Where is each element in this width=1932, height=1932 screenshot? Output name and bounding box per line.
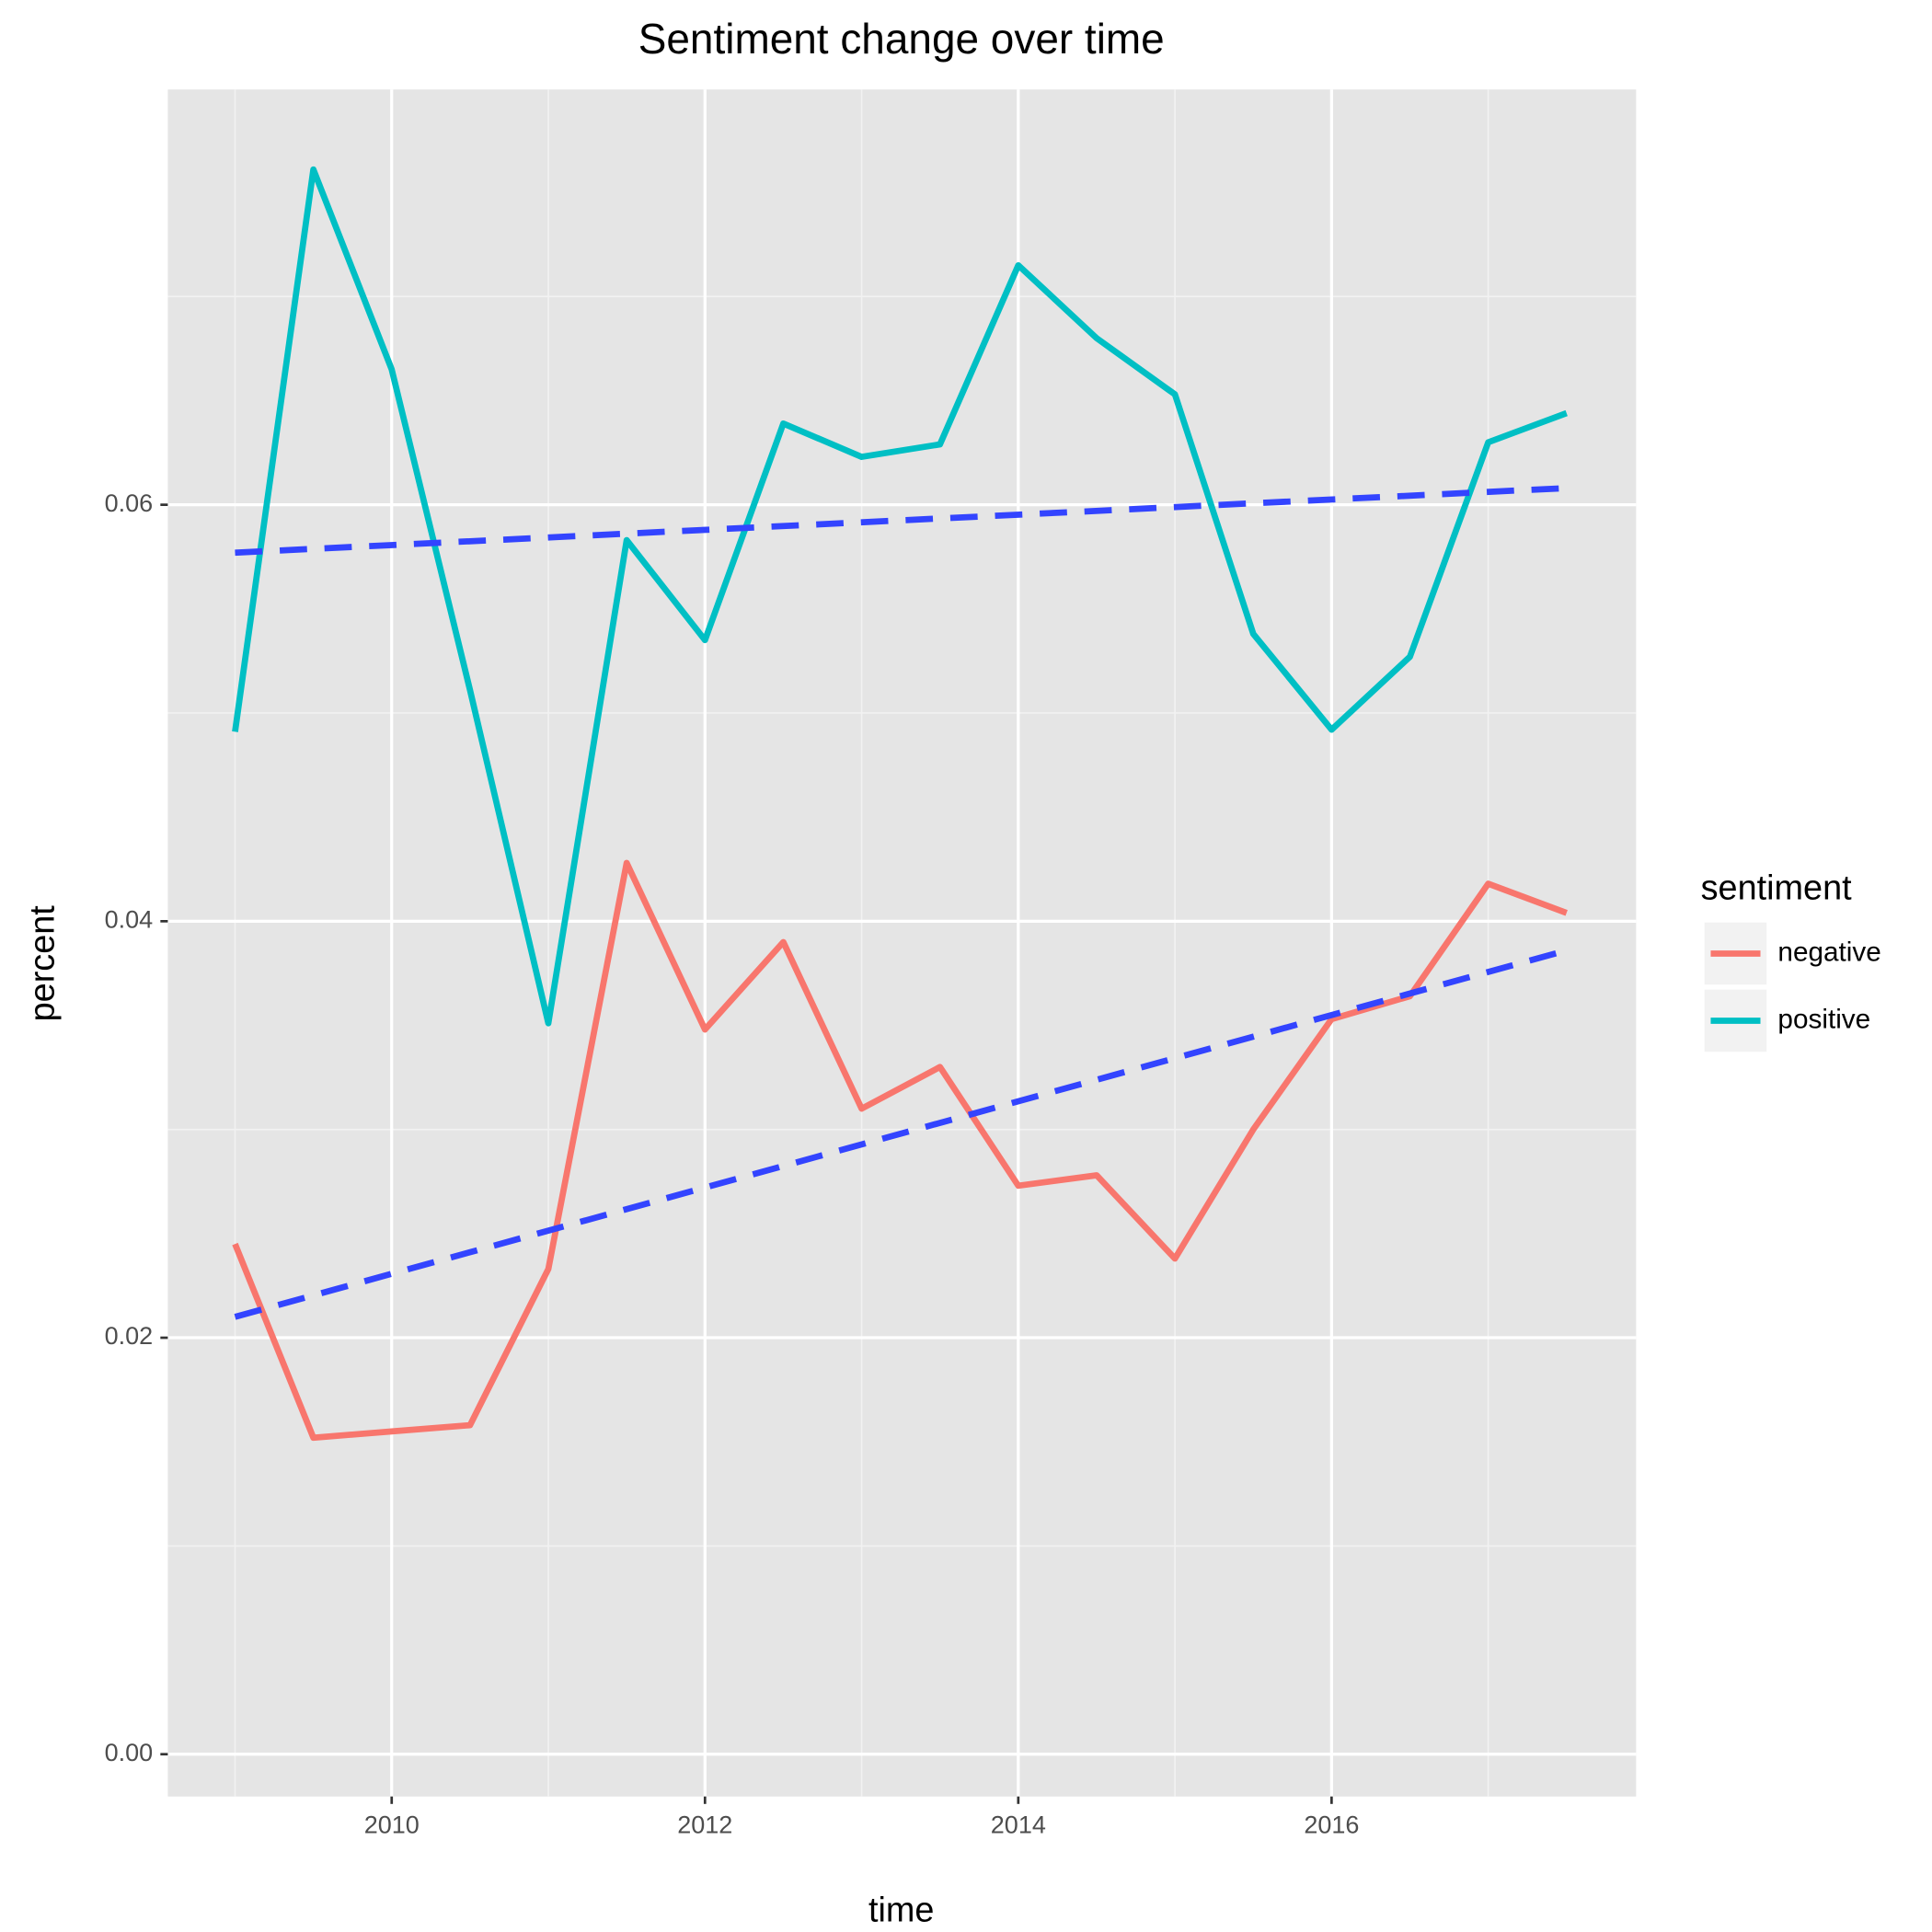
y-axis-title: percent bbox=[24, 905, 63, 1022]
x-tick-label: 2016 bbox=[1304, 1811, 1359, 1838]
line-series bbox=[232, 166, 1568, 1027]
grid bbox=[167, 89, 1637, 1797]
y-tick-label: 0.04 bbox=[105, 905, 154, 933]
legend-title: sentiment bbox=[1701, 869, 1852, 908]
x-tick-label: 2014 bbox=[991, 1811, 1046, 1838]
panel bbox=[167, 89, 1637, 1797]
marks bbox=[232, 166, 1568, 1442]
legend-label: positive bbox=[1777, 1004, 1870, 1034]
y-tick-label: 0.00 bbox=[105, 1739, 154, 1766]
x-tick-label: 2012 bbox=[677, 1811, 732, 1838]
legend: sentiment negative positive bbox=[1701, 869, 1881, 1052]
chart-title: Sentiment change over time bbox=[638, 15, 1165, 63]
y-tick-label: 0.06 bbox=[105, 489, 154, 517]
x-axis-title: time bbox=[868, 1891, 934, 1929]
x-tick-label: 2010 bbox=[364, 1811, 420, 1838]
y-tick-label: 0.02 bbox=[105, 1322, 154, 1350]
legend-label: negative bbox=[1777, 937, 1880, 967]
trend-line bbox=[234, 947, 1568, 1320]
line-series bbox=[232, 859, 1568, 1442]
